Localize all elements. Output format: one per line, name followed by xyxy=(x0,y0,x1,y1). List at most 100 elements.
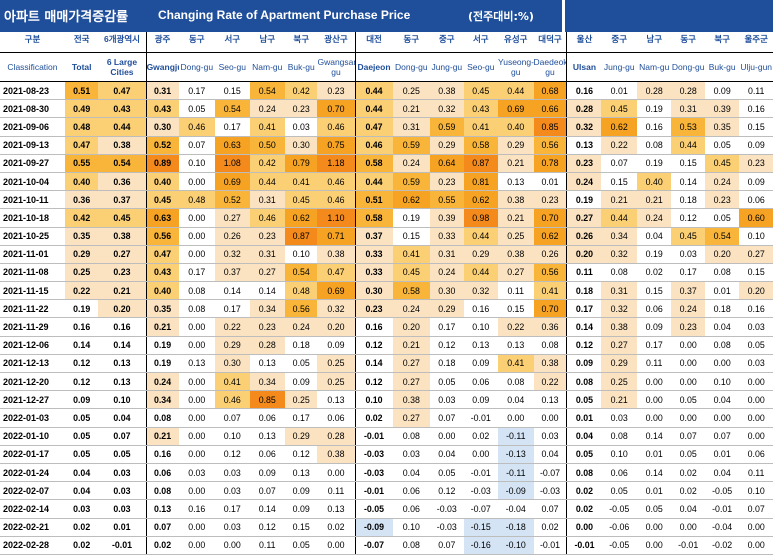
table-cell: 0.04 xyxy=(392,463,431,483)
table-cell: -0.13 xyxy=(498,445,534,464)
table-cell: 0.69 xyxy=(498,99,534,119)
table-cell: 0.63 xyxy=(145,208,179,228)
table-cell: 0.09 xyxy=(739,172,773,192)
table-cell: 0.00 xyxy=(671,336,705,355)
table-cell: 0.18 xyxy=(704,299,740,319)
table-row: 2022-02-07 0.04 0.03 0.08 0.00 0.03 0.07 0.09 0.… xyxy=(0,481,773,501)
table-cell: 0.70 xyxy=(533,208,567,228)
table-cell: 0.06 xyxy=(463,372,499,392)
table-cell: 0.07 xyxy=(145,518,179,537)
table-cell: 0.25 xyxy=(317,354,355,374)
table-cell: -0.03 xyxy=(430,499,464,519)
table-cell: 0.05 xyxy=(285,354,318,374)
table-cell: 0.00 xyxy=(178,445,216,464)
table-cell: 0.56 xyxy=(145,227,179,246)
table-cell: 0.11 xyxy=(566,263,602,283)
table-cell: 0.11 xyxy=(498,281,534,301)
table-cell: 0.13 xyxy=(178,354,216,374)
table-cell: 0.16 xyxy=(98,317,147,337)
unit-label: (전주대비:%) xyxy=(468,10,534,23)
table-cell: 0.24 xyxy=(392,154,431,173)
table-cell: 0.08 xyxy=(704,263,740,283)
table-cell: 0.31 xyxy=(392,117,431,137)
table-cell: 0.00 xyxy=(178,372,216,392)
table-cell: 0.04 xyxy=(98,408,147,428)
column-header-ko: 북구 xyxy=(285,32,318,53)
table-cell: 0.06 xyxy=(392,499,431,519)
table-cell: 0.31 xyxy=(430,245,464,264)
row-date: 2021-10-25 xyxy=(0,227,65,246)
table-cell: 0.17 xyxy=(636,336,672,355)
table-cell: 0.13 xyxy=(317,499,355,519)
table-cell: -0.09 xyxy=(498,481,534,501)
table-cell: 0.03 xyxy=(98,481,147,501)
page-title-english: Changing Rate of Apartment Purchase Pric… xyxy=(158,8,411,22)
table-cell: 0.02 xyxy=(145,536,179,555)
table-cell: 0.21 xyxy=(601,390,637,410)
row-date: 2021-10-04 xyxy=(0,172,65,192)
table-cell: 0.13 xyxy=(98,354,147,374)
table-cell: 0.24 xyxy=(636,208,672,228)
table-cell: 0.04 xyxy=(566,427,602,446)
table-cell: 0.13 xyxy=(533,390,567,410)
table-cell: 0.24 xyxy=(671,299,705,319)
column-header-en: Jung-gu xyxy=(601,52,637,82)
table-cell: 0.03 xyxy=(215,481,250,501)
header-row-korean: 구분 전국 6개광역시 광주 동구 서구 남구 북구 광산구 대전 동구 중구 서구 유성구 대덕구 울산 중구… xyxy=(0,32,773,53)
table-cell: 0.20 xyxy=(566,245,602,264)
table-cell: 0.21 xyxy=(636,190,672,210)
table-cell: 0.11 xyxy=(249,536,286,555)
column-header-en: Dong-gu xyxy=(178,52,216,82)
table-cell: 0.45 xyxy=(98,208,147,228)
table-cell: 0.03 xyxy=(739,354,773,374)
table-cell: 1.10 xyxy=(317,208,355,228)
table-cell: 0.00 xyxy=(178,317,216,337)
table-cell: 0.05 xyxy=(704,208,740,228)
table-cell: 0.20 xyxy=(98,299,147,319)
table-cell: 0.08 xyxy=(601,427,637,446)
table-cell: 0.17 xyxy=(566,299,602,319)
table-cell: 0.23 xyxy=(317,81,355,101)
table-cell: 0.25 xyxy=(317,372,355,392)
table-row: 2022-01-17 0.05 0.05 0.16 0.00 0.12 0.06 0.12 0.… xyxy=(0,445,773,464)
table-cell: 0.40 xyxy=(498,117,534,137)
table-cell: 0.13 xyxy=(317,390,355,410)
table-cell: 0.16 xyxy=(739,99,773,119)
table-cell: 0.09 xyxy=(64,390,99,410)
table-cell: 0.21 xyxy=(145,317,179,337)
table-cell: 0.47 xyxy=(354,117,393,137)
table-cell: 0.27 xyxy=(601,336,637,355)
table-cell: 0.00 xyxy=(178,427,216,446)
table-cell: 0.11 xyxy=(739,463,773,483)
row-date: 2022-02-28 xyxy=(0,536,65,555)
table-cell: 0.23 xyxy=(430,172,464,192)
table-cell: 0.13 xyxy=(285,463,318,483)
column-header-en: Nam-gu xyxy=(636,52,672,82)
table-cell: 0.43 xyxy=(98,99,147,119)
table-cell: 0.22 xyxy=(601,136,637,155)
table-cell: 0.29 xyxy=(430,136,464,155)
table-cell: 0.27 xyxy=(392,354,431,374)
table-cell: 0.11 xyxy=(317,481,355,501)
table-cell: 0.46 xyxy=(317,117,355,137)
table-cell: 0.00 xyxy=(671,518,705,537)
table-cell: 0.34 xyxy=(601,227,637,246)
column-header-en: Buk-gu xyxy=(285,52,318,82)
table-row: 2022-02-14 0.03 0.03 0.13 0.16 0.17 0.14 0.09 0.… xyxy=(0,499,773,519)
table-cell: 0.33 xyxy=(354,245,393,264)
table-cell: 0.35 xyxy=(704,117,740,137)
table-cell: -0.01 xyxy=(704,499,740,519)
table-cell: 0.15 xyxy=(215,81,250,101)
row-date: 2021-11-08 xyxy=(0,263,65,283)
table-cell: 0.15 xyxy=(392,227,431,246)
table-cell: 0.04 xyxy=(704,317,740,337)
table-cell: 0.32 xyxy=(317,299,355,319)
table-cell: 0.07 xyxy=(215,408,250,428)
table-cell: 0.02 xyxy=(354,408,393,428)
table-cell: 0.64 xyxy=(430,154,464,173)
table-cell: 0.29 xyxy=(215,336,250,355)
table-cell: 0.14 xyxy=(249,281,286,301)
table-row: 2021-08-30 0.49 0.43 0.43 0.05 0.54 0.24 0.23 0.… xyxy=(0,99,773,119)
table-cell: 0.31 xyxy=(601,281,637,301)
